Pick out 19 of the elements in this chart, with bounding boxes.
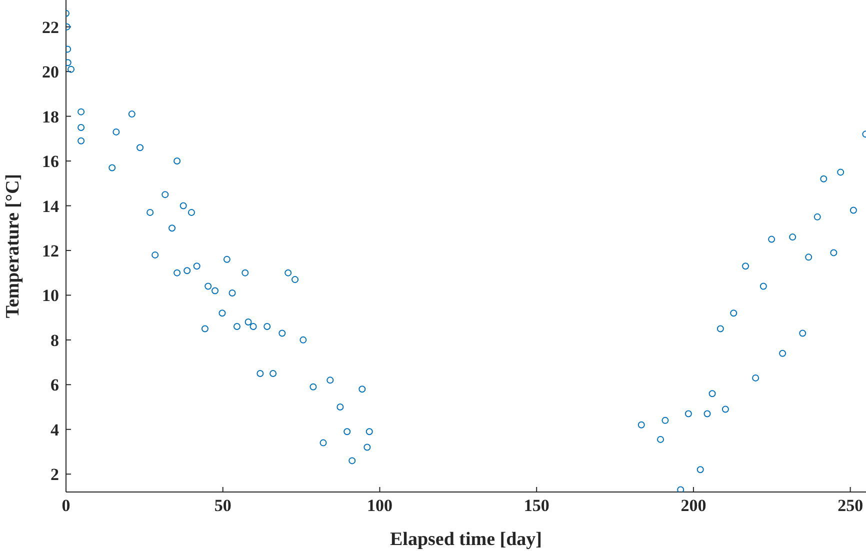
y-tick-label: 10 xyxy=(42,286,59,306)
y-axis-title: Temperature [°C] xyxy=(2,174,24,318)
y-tick-label: 12 xyxy=(42,242,59,261)
x-tick-label: 250 xyxy=(838,496,864,516)
x-tick-label: 0 xyxy=(62,496,70,516)
y-tick-label: 2 xyxy=(50,465,59,484)
y-tick-label: 8 xyxy=(50,330,59,350)
y-tick-label: 16 xyxy=(42,152,59,172)
y-tick-label: 22 xyxy=(42,18,59,37)
x-tick-label: 100 xyxy=(366,496,392,516)
y-tick-label: 20 xyxy=(42,62,59,82)
y-tick-label: 6 xyxy=(50,376,59,395)
x-axis-title: Elapsed time [day] xyxy=(390,529,542,550)
x-tick-label: 50 xyxy=(214,496,232,516)
y-tick-label: 14 xyxy=(42,196,60,216)
y-tick-label: 18 xyxy=(42,107,59,126)
x-tick-label: 200 xyxy=(680,496,706,516)
y-tick-label: 4 xyxy=(50,420,60,440)
x-tick-label: 150 xyxy=(524,496,550,516)
